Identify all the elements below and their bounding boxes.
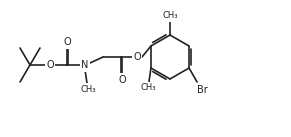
Text: O: O [118, 75, 126, 85]
Text: CH₃: CH₃ [162, 12, 178, 21]
Text: O: O [63, 37, 71, 47]
Text: Br: Br [197, 85, 207, 95]
Text: O: O [46, 60, 54, 70]
Text: N: N [81, 60, 89, 70]
Text: O: O [133, 52, 141, 62]
Text: CH₃: CH₃ [80, 85, 96, 93]
Text: CH₃: CH₃ [140, 83, 156, 92]
